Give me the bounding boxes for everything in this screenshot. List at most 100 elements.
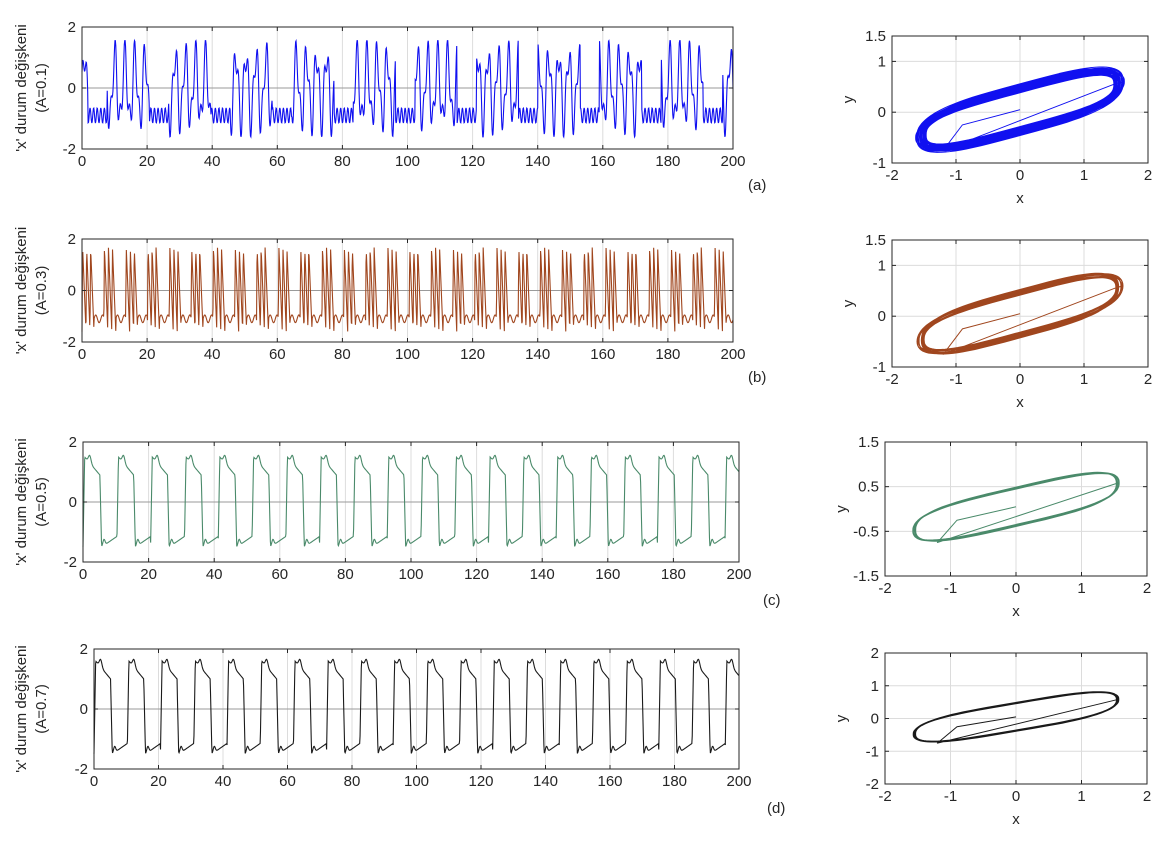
pp-c-y-axis-label: y: [833, 505, 850, 513]
pp-a-y-tick-label: -1: [873, 155, 886, 172]
ts-d-x-tick-label: 140: [533, 773, 558, 790]
ts-c-series-line: [82, 454, 740, 548]
pp-a-x-tick-label: 2: [1144, 167, 1152, 184]
ts-d-chart: 0 20 40 60 80 100 120 140 160 180 200-202'x' durum…: [13, 641, 785, 817]
ts-d-x-tick-label: 160: [597, 773, 622, 790]
pp-d-series-line: [912, 691, 1120, 744]
ts-b-y-tick-label: -2: [63, 334, 76, 351]
pp-c-x-tick-label: 1: [1077, 580, 1085, 597]
pp-d-x-tick-label: -2: [878, 788, 891, 805]
ts-c-chart: 0 20 40 60 80 100 120 140 160 180 200-202'x' durum…: [13, 434, 781, 609]
ts-a-y-tick-label: -2: [63, 141, 76, 158]
ts-b-x-tick-label: 60: [269, 346, 286, 363]
pp-d-y-axis-label: y: [833, 714, 850, 722]
ts-b-x-tick-label: 20: [139, 346, 156, 363]
ts-d-y-tick-label: 0: [80, 701, 88, 718]
ts-d-x-tick-label: 80: [344, 773, 361, 790]
ts-a-y-tick-label: 0: [68, 80, 76, 97]
ts-a-chart: 0 20 40 60 80 100 120 140 160 180 200-202'x' durum…: [13, 19, 766, 194]
pp-d-x-tick-label: 0: [1012, 788, 1020, 805]
pp-c-x-axis-label: x: [1012, 603, 1020, 620]
pp-a-series-line: [915, 66, 1125, 153]
ts-c-y-axis-label: 'x' durum değişkeni: [13, 438, 30, 565]
ts-d-x-tick-label: 0: [90, 773, 98, 790]
pp-c-x-tick-label: 2: [1143, 580, 1151, 597]
pp-a-x-axis-label: x: [1016, 190, 1024, 207]
ts-c-x-tick-label: 160: [595, 566, 620, 583]
ts-c-x-tick-label: 200: [726, 566, 751, 583]
pp-d-x-axis-label: x: [1012, 811, 1020, 828]
pp-c-x-tick-label: 0: [1012, 580, 1020, 597]
pp-a-y-tick-label: 1: [878, 53, 886, 70]
pp-d-x-tick-label: 2: [1143, 788, 1151, 805]
pp-a-x-tick-label: 0: [1016, 167, 1024, 184]
ts-b-panel-label: (b): [748, 369, 766, 386]
ts-d-panel-label: (d): [767, 800, 785, 817]
pp-b-x-axis-label: x: [1016, 394, 1024, 411]
ts-d-y-axis-label: 'x' durum değişkeni: [13, 645, 30, 772]
ts-c-y-axis-label-2: (A=0.5): [33, 477, 50, 527]
ts-c-x-tick-label: 80: [337, 566, 354, 583]
ts-c-x-tick-label: 180: [661, 566, 686, 583]
pp-b-x-tick-label: 1: [1080, 371, 1088, 388]
ts-c-x-tick-label: 120: [464, 566, 489, 583]
pp-d-chart: -2 -1 0 1 2 -2 -1 0 1 2 x y: [833, 645, 1151, 828]
pp-b-y-tick-label: 0: [878, 308, 886, 325]
ts-c-y-tick-label: -2: [64, 554, 77, 571]
ts-b-x-tick-label: 0: [78, 346, 86, 363]
ts-a-x-tick-label: 80: [334, 153, 351, 170]
ts-a-x-tick-label: 20: [139, 153, 156, 170]
ts-a-x-tick-label: 140: [525, 153, 550, 170]
pp-d-y-tick-label: 1: [871, 678, 879, 695]
ts-d-x-tick-label: 40: [215, 773, 232, 790]
pp-c-x-tick-label: -1: [944, 580, 957, 597]
ts-d-y-axis-label-2: (A=0.7): [33, 684, 50, 734]
ts-c-panel-label: (c): [763, 592, 781, 609]
pp-b-y-tick-label: 1: [878, 257, 886, 274]
ts-a-x-tick-label: 120: [460, 153, 485, 170]
ts-a-x-tick-label: 180: [655, 153, 680, 170]
ts-c-x-tick-label: 20: [140, 566, 157, 583]
pp-b-y-tick-label: -1: [873, 359, 886, 376]
ts-b-y-tick-label: 2: [68, 231, 76, 248]
pp-a-y-axis-label: y: [840, 95, 857, 103]
ts-d-x-tick-label: 60: [279, 773, 296, 790]
ts-d-y-tick-label: -2: [75, 761, 88, 778]
ts-a-x-tick-label: 40: [204, 153, 221, 170]
pp-c-x-tick-label: -2: [878, 580, 891, 597]
pp-a-y-tick-label: 1.5: [865, 28, 886, 45]
ts-c-x-tick-label: 100: [398, 566, 423, 583]
ts-b-x-tick-label: 140: [525, 346, 550, 363]
ts-a-x-tick-label: 0: [78, 153, 86, 170]
ts-d-y-tick-label: 2: [80, 641, 88, 658]
ts-d-x-tick-label: 100: [404, 773, 429, 790]
ts-a-x-tick-label: 100: [395, 153, 420, 170]
pp-c-chart: -2 -1 0 1 2 -1.5 -0.5 0.5 1.5 x y: [833, 434, 1151, 620]
ts-a-panel-label: (a): [748, 177, 766, 194]
ts-a-y-axis-label: 'x' durum değişkeni: [13, 24, 30, 151]
ts-b-x-tick-label: 100: [395, 346, 420, 363]
ts-b-y-axis-label-2: (A=0.3): [33, 266, 50, 316]
pp-d-y-tick-label: -1: [866, 743, 879, 760]
ts-b-x-tick-label: 200: [720, 346, 745, 363]
pp-a-y-tick-label: 0: [878, 104, 886, 121]
ts-b-x-tick-label: 160: [590, 346, 615, 363]
pp-b-x-tick-label: 0: [1016, 371, 1024, 388]
ts-d-x-tick-label: 120: [468, 773, 493, 790]
pp-c-y-tick-label: -0.5: [853, 523, 879, 540]
pp-b-y-tick-label: 1.5: [865, 232, 886, 249]
pp-c-series-line: [912, 471, 1120, 543]
ts-c-x-tick-label: 60: [271, 566, 288, 583]
ts-d-series-line: [93, 658, 740, 755]
pp-b-series-line: [916, 272, 1124, 355]
ts-c-y-tick-label: 2: [69, 434, 77, 451]
ts-b-y-tick-label: 0: [68, 283, 76, 300]
pp-d-x-tick-label: 1: [1077, 788, 1085, 805]
pp-b-y-axis-label: y: [840, 299, 857, 307]
pp-c-y-tick-label: 1.5: [858, 434, 879, 451]
ts-b-x-tick-label: 40: [204, 346, 221, 363]
pp-b-x-tick-label: 2: [1144, 371, 1152, 388]
